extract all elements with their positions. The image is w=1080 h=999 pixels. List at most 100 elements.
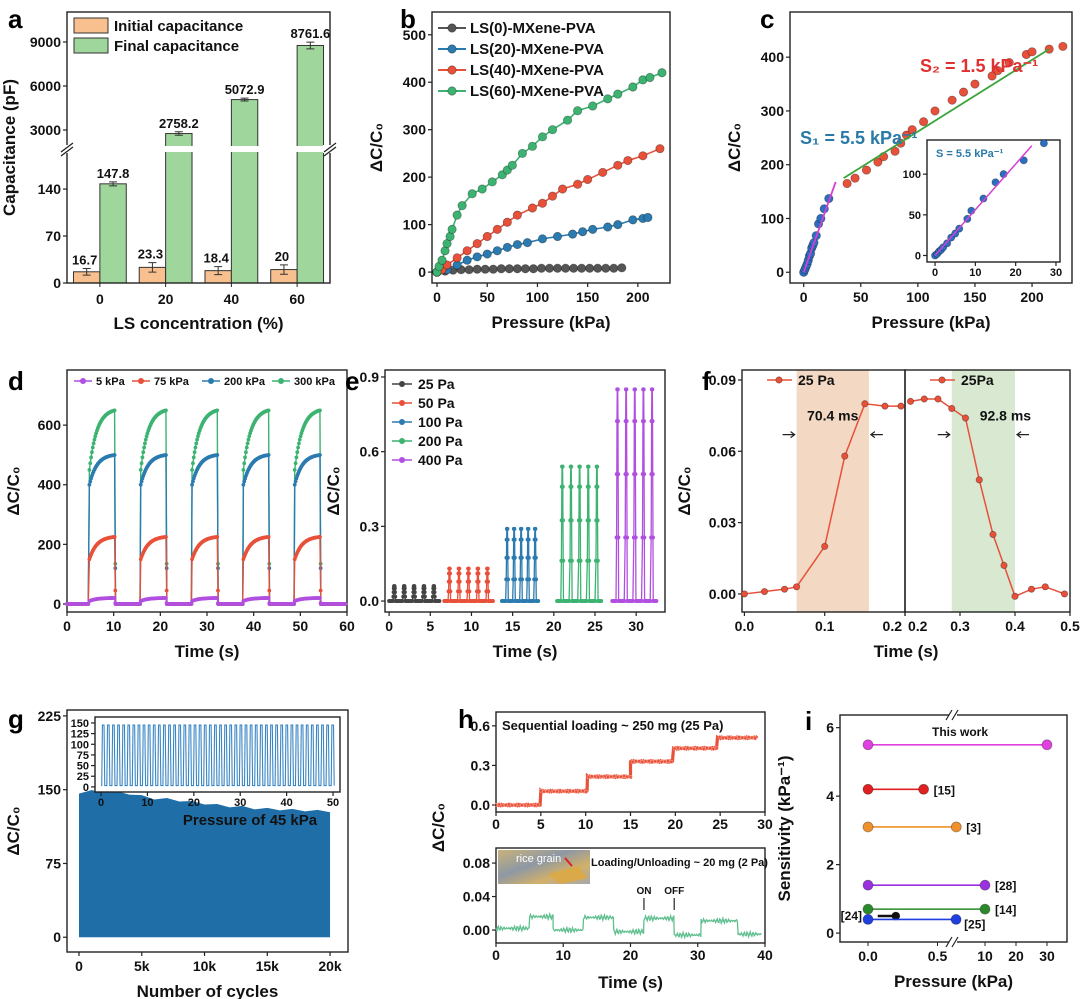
panel-b-x-axis-label: Pressure (kPa) (491, 313, 610, 332)
data-point (881, 402, 889, 410)
panel-f-x-axis-label: Time (s) (874, 642, 939, 661)
data-point (318, 535, 322, 539)
data-point (527, 141, 538, 151)
data-point (138, 467, 143, 472)
response-arrow (782, 431, 883, 439)
data-point (462, 255, 472, 265)
series-line (436, 72, 663, 273)
data-point (486, 589, 491, 594)
data-point (536, 802, 540, 807)
panel-g-y-tick-label: 75 (45, 855, 61, 871)
data-point (1058, 41, 1068, 52)
data-point (266, 535, 271, 539)
data-point (513, 577, 518, 582)
data-point (505, 526, 510, 531)
series-200-kpa (65, 453, 348, 606)
response-time-region (951, 370, 1015, 612)
legend-label: 25 Pa (798, 372, 835, 388)
data-point (512, 537, 517, 542)
panel-f-1-y-tick-label: 0.00 (709, 586, 736, 602)
panel-b-y-axis-label: ΔC/C₀ (367, 123, 386, 172)
data-point (140, 455, 145, 460)
axis-break-gap (949, 938, 957, 946)
data-point (466, 566, 471, 571)
panel-e-x-tick-label: 15 (505, 618, 521, 634)
panel-i-y-tick-label: 0 (826, 925, 834, 941)
panel-a-y-tick-label: 0 (53, 275, 61, 291)
fit-label-s1: S₁ = 5.5 kPa⁻¹ (800, 128, 918, 148)
data-point (215, 596, 220, 600)
axis-break-gap (323, 145, 337, 153)
data-point (164, 535, 168, 539)
inset-label: S = 5.5 kPa⁻¹ (936, 148, 1004, 160)
data-point (215, 535, 220, 539)
photo-arrow (564, 857, 573, 867)
data-point (527, 203, 538, 213)
panel-h-1-x-tick-label: 30 (757, 816, 773, 832)
panel-i-y-tick-label: 4 (826, 788, 834, 804)
panel-g-inset-x-tick-label: 10 (141, 797, 153, 809)
data-point (144, 434, 149, 439)
panel-g-inset-y-tick-label: 50 (77, 761, 89, 773)
legend-label: Initial capacitance (114, 18, 243, 35)
panel-b-y-tick-label: 0 (418, 264, 426, 280)
panel-f-y-axis-label: ΔC/C₀ (675, 466, 694, 515)
data-point (457, 571, 462, 576)
data-point (669, 759, 674, 764)
panel-h-1-x-tick-label: 10 (578, 816, 594, 832)
data-point (476, 566, 481, 571)
bar-final-capacitance-20 (165, 133, 193, 284)
legend-label: LS(0)-MXene-PVA (470, 20, 596, 37)
data-point (1041, 583, 1049, 591)
data-point (143, 437, 148, 442)
data-point (412, 586, 417, 591)
data-point (245, 441, 250, 446)
data-point (318, 596, 322, 600)
panel-i-y-tick-label: 6 (826, 720, 834, 736)
data-point (528, 264, 539, 274)
legend-label: LS(60)-MXene-PVA (470, 83, 604, 100)
data-point (577, 464, 582, 469)
cycling-signal-band (79, 790, 331, 938)
data-point (512, 526, 517, 531)
data-point (616, 535, 621, 540)
legend-label: 100 Pa (418, 414, 463, 430)
series-14: [14] (862, 903, 1016, 917)
series-75-kpa (65, 535, 348, 606)
series-label: [28] (995, 879, 1016, 893)
data-point (246, 437, 251, 442)
axis-break-band (68, 146, 329, 152)
data-point (603, 94, 613, 104)
data-point (402, 586, 407, 591)
event-marker-label-on: ON (636, 886, 651, 897)
data-point (482, 249, 492, 259)
series-15: [15] (862, 783, 955, 797)
panel-c-x-tick-label: 50 (853, 289, 869, 305)
panel-a-x-tick-label: 0 (96, 291, 104, 307)
data-point (113, 588, 118, 593)
data-point (467, 189, 477, 199)
data-point (90, 450, 94, 455)
panel-c-x-tick-label: 0 (800, 289, 808, 305)
inset-data-point (1039, 139, 1048, 148)
panel-h-1-x-tick-label: 0 (492, 816, 500, 832)
data-point (897, 402, 905, 410)
data-point (216, 588, 220, 593)
data-point (437, 599, 442, 604)
panel-c-x-tick-label: 200 (1020, 289, 1044, 305)
legend-label: LS(40)-MXene-PVA (470, 62, 604, 79)
data-point (244, 450, 248, 455)
panel-c-inset-x-tick-label: 20 (1010, 267, 1022, 279)
data-point (392, 586, 397, 591)
photo-label: rice grain (516, 853, 561, 865)
data-point (93, 434, 98, 439)
data-point (615, 419, 620, 424)
data-point (841, 452, 849, 460)
panel-d-y-axis-label: ΔC/C₀ (4, 466, 23, 515)
data-point (970, 79, 980, 89)
panel-g-inset-y-tick-label: 25 (77, 771, 89, 783)
panel-e-y-tick-label: 0.6 (360, 444, 380, 460)
data-point (87, 467, 92, 472)
fit-line-2 (843, 48, 1050, 179)
